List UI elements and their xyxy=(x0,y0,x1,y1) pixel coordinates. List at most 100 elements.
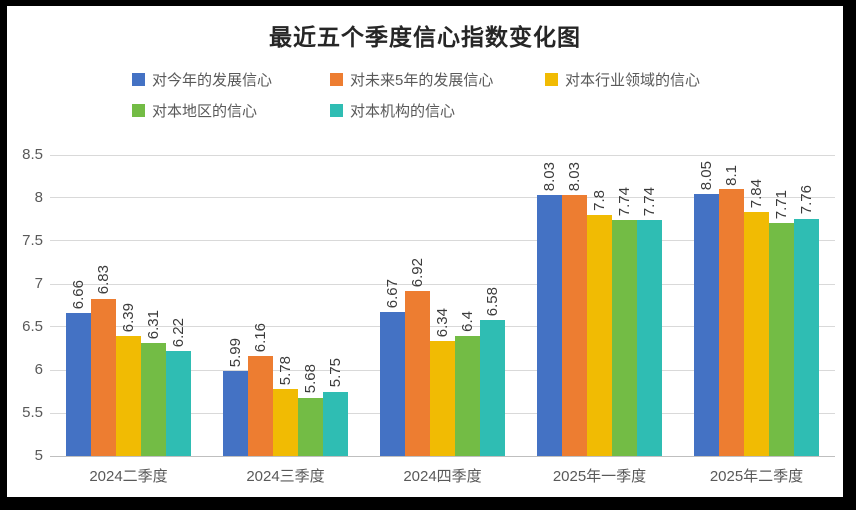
bar-column: 7.71 xyxy=(769,155,794,456)
bar-series-4 xyxy=(794,218,819,456)
bar-column: 7.74 xyxy=(637,155,662,456)
bar-value-label: 7.8 xyxy=(590,190,608,212)
bar-column: 6.58 xyxy=(480,155,505,456)
bar-series-2 xyxy=(273,388,298,456)
x-axis-category-label: 2025年二季度 xyxy=(709,468,804,485)
x-axis-labels: 2024二季度 2024三季度 2024四季度 2025年一季度 2025年二季度 xyxy=(50,465,835,486)
bar-series-3 xyxy=(141,343,166,456)
legend-swatch-icon xyxy=(330,104,343,117)
chart-title: 最近五个季度信心指数变化图 xyxy=(269,25,581,50)
x-axis-category-label: 2024二季度 xyxy=(89,468,168,485)
chart-legend: 对今年的发展信心 对未来5年的发展信心 对本行业领域的信心对本地区的信心 对本机构的信… xyxy=(132,69,700,121)
y-tick-label: 7.5 xyxy=(22,231,43,249)
bar-value-label: 6.31 xyxy=(144,310,162,340)
y-tick-label: 7 xyxy=(34,275,43,292)
bar-series-3 xyxy=(455,335,480,456)
legend-item-series-1: 对未来5年的发展信心 xyxy=(330,69,545,90)
legend-swatch-icon xyxy=(132,104,145,117)
bar-group-3: 8.03 8.03 7.8 7.74 7.74 xyxy=(521,155,678,456)
bar-series-3 xyxy=(769,222,794,456)
bar-column: 7.84 xyxy=(744,155,769,456)
bar-value-label: 5.68 xyxy=(301,364,319,394)
bar-column: 8.03 xyxy=(537,155,562,456)
chart-canvas: 最近五个季度信心指数变化图 对今年的发展信心 对未来5年的发展信心 对本行业领域的信… xyxy=(7,6,843,497)
bar-series-0 xyxy=(66,313,91,456)
gridline-8.5 xyxy=(50,154,835,156)
bar-series-1 xyxy=(405,290,430,456)
bar-column: 6.66 xyxy=(66,155,91,456)
bar-value-label: 8.05 xyxy=(697,160,715,190)
y-axis: 8.5 8 7.5 7 6.5 6 5.5 5 xyxy=(7,146,43,464)
bar-series-0 xyxy=(223,370,248,456)
bar-column: 8.1 xyxy=(719,155,744,456)
bar-series-2 xyxy=(430,340,455,456)
bar-value-label: 7.84 xyxy=(747,178,765,208)
bar-value-label: 6.83 xyxy=(94,265,112,295)
legend-item-series-3: 对本地区的信心 xyxy=(132,100,330,121)
plot-area: 6.66 6.83 6.39 6.31 6.22 5.99 6.16 5.78 5.68 5.75… xyxy=(50,154,835,457)
bar-value-label: 8.1 xyxy=(722,164,740,186)
bar-column: 6.67 xyxy=(380,155,405,456)
bar-series-4 xyxy=(323,391,348,456)
bar-column: 5.68 xyxy=(298,155,323,456)
bar-column: 6.83 xyxy=(91,155,116,456)
bar-value-label: 7.71 xyxy=(772,189,790,219)
bar-column: 6.16 xyxy=(248,155,273,456)
bar-column: 8.03 xyxy=(562,155,587,456)
gridline-8 xyxy=(50,197,835,199)
bar-series-1 xyxy=(562,195,587,456)
bar-value-label: 8.03 xyxy=(565,162,583,192)
gridline-5 xyxy=(50,455,835,457)
bar-series-4 xyxy=(480,320,505,456)
bar-column: 6.39 xyxy=(116,155,141,456)
bar-value-label: 7.74 xyxy=(615,187,633,217)
bar-value-label: 6.66 xyxy=(69,280,87,310)
bar-value-label: 6.16 xyxy=(251,323,269,353)
bar-value-label: 6.39 xyxy=(119,303,137,333)
bar-value-label: 6.4 xyxy=(458,310,476,332)
bar-value-label: 5.78 xyxy=(276,355,294,385)
bar-column: 5.78 xyxy=(273,155,298,456)
y-tick-label: 5.5 xyxy=(22,404,43,421)
bar-value-label: 6.22 xyxy=(169,317,187,348)
legend-label: 对本机构的信心 xyxy=(350,103,456,120)
bar-group-4: 8.05 8.1 7.84 7.71 7.76 xyxy=(678,155,835,456)
gridline-6.5 xyxy=(50,326,835,328)
legend-label: 对今年的发展信心 xyxy=(152,72,273,89)
bar-series-0 xyxy=(537,195,562,456)
bar-series-2 xyxy=(116,336,141,456)
bar-value-label: 6.92 xyxy=(408,257,426,287)
legend-label: 对本地区的信心 xyxy=(152,103,258,120)
legend-label: 对本行业领域的信心 xyxy=(565,72,701,89)
legend-swatch-icon xyxy=(330,73,343,86)
bar-column: 6.92 xyxy=(405,155,430,456)
legend-item-series-4: 对本机构的信心 xyxy=(330,100,545,121)
bar-series-1 xyxy=(719,189,744,456)
bar-groups: 6.66 6.83 6.39 6.31 6.22 5.99 6.16 5.78 5.68 5.75… xyxy=(50,155,835,456)
bar-column: 7.8 xyxy=(587,155,612,456)
bar-series-0 xyxy=(694,193,719,456)
y-tick-label: 6.5 xyxy=(22,317,43,335)
bar-group-0: 6.66 6.83 6.39 6.31 6.22 xyxy=(50,155,207,456)
bar-series-1 xyxy=(248,356,273,456)
bar-value-label: 8.03 xyxy=(540,162,558,192)
y-tick-label: 8 xyxy=(34,188,43,206)
bar-group-1: 5.99 6.16 5.78 5.68 5.75 xyxy=(207,155,364,456)
bar-column: 6.31 xyxy=(141,155,166,456)
gridline-7 xyxy=(50,283,835,285)
bar-column: 6.4 xyxy=(455,155,480,456)
bar-value-label: 6.34 xyxy=(433,307,451,337)
bar-series-2 xyxy=(587,215,612,456)
bar-column: 6.22 xyxy=(166,155,191,456)
y-tick-label: 6 xyxy=(34,361,43,378)
legend-swatch-icon xyxy=(132,73,145,86)
bar-series-1 xyxy=(91,298,116,456)
bar-series-2 xyxy=(744,211,769,456)
bar-value-label: 7.76 xyxy=(797,185,815,215)
y-tick-label: 8.5 xyxy=(22,146,43,163)
bar-value-label: 6.67 xyxy=(383,279,401,309)
bar-column: 7.74 xyxy=(612,155,637,456)
bar-series-4 xyxy=(637,220,662,456)
bar-series-0 xyxy=(380,312,405,456)
bar-value-label: 7.74 xyxy=(640,187,658,217)
